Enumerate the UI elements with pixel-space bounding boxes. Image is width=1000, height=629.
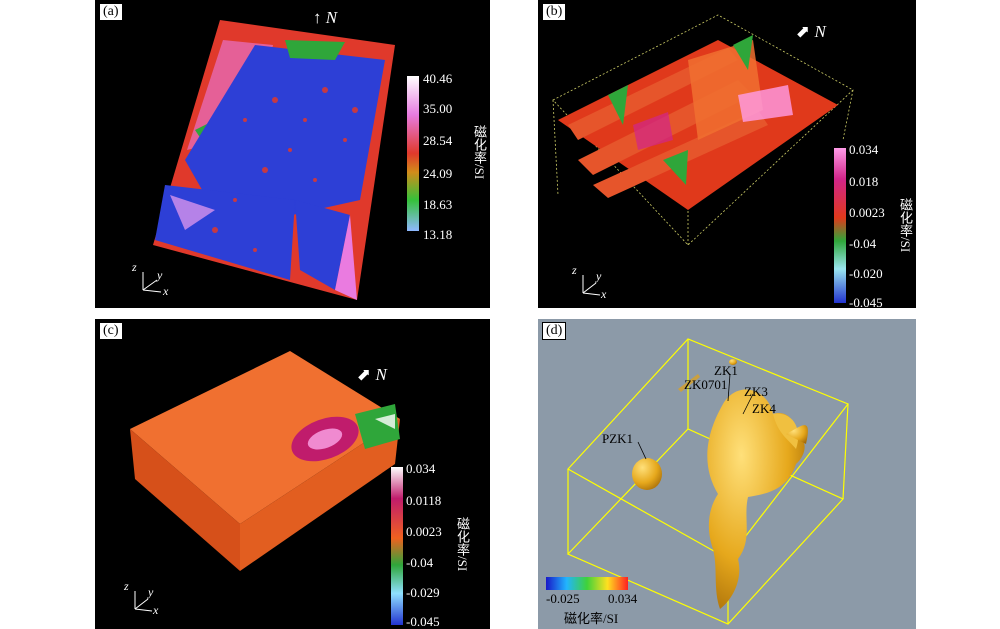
panel-d: (d) ZK1 ZK0701 ZK3 ZK4 PZK1 -0.025 0.034… (538, 319, 916, 629)
panel-c-image (130, 351, 403, 625)
colorbar-c-tick: -0.029 (406, 585, 440, 600)
panel-b-image (552, 14, 854, 303)
colorbar-a-tick: 13.18 (423, 227, 453, 242)
north-label-c: N (375, 365, 387, 384)
borehole-label: ZK0701 (684, 377, 728, 392)
panel-d-label: (d) (542, 322, 567, 340)
axis-z-c: z (124, 579, 129, 593)
north-arrow-a: ↑ N (313, 8, 338, 27)
borehole-label: ZK1 (714, 363, 738, 378)
colorbar-a-tick: 24.09 (423, 166, 453, 181)
colorbar-d-max: 0.034 (608, 591, 638, 606)
panel-c: (c) ⬈ N 0.034 0.0118 0.0023 -0.04 -0.029… (95, 319, 490, 629)
north-label-b: N (814, 22, 826, 41)
north-label-a: N (325, 8, 338, 27)
north-arrow-c: ⬈ N (357, 365, 387, 384)
colorbar-b-tick: 0.0023 (849, 205, 885, 220)
colorbar-b-tick: -0.020 (849, 266, 883, 281)
colorbar-c-unit: 磁化率/SI (455, 517, 470, 572)
colorbar-a-tick: 28.54 (423, 133, 453, 148)
axis-y-a: y (157, 268, 163, 282)
colorbar-c-tick: 0.0023 (406, 524, 442, 539)
axis-x-b: x (601, 287, 607, 301)
panel-c-label: (c) (99, 322, 123, 340)
colorbar-b-tick: -0.045 (849, 295, 883, 308)
axis-x-a: x (163, 284, 169, 298)
colorbar-b-tick: 0.034 (849, 142, 879, 157)
axis-y-c: y (148, 585, 154, 599)
panel-b: (b) ⬈ N 0.034 0.018 0.0023 -0.04 -0.020 … (538, 0, 916, 308)
colorbar-c-tick: -0.045 (406, 614, 440, 629)
colorbar-b-tick: 0.018 (849, 174, 879, 189)
colorbar-a-tick: 35.00 (423, 101, 453, 116)
axis-x-c: x (153, 603, 159, 617)
colorbar-b-tick: -0.04 (849, 236, 877, 251)
colorbar-c-tick: 0.0118 (406, 493, 442, 508)
colorbar-a-tick: 18.63 (423, 197, 453, 212)
axis-y-b: y (596, 269, 602, 283)
panel-a: (a) ↑ N 40.46 35.00 28.54 24.09 18.63 13… (95, 0, 490, 308)
colorbar-d-min: -0.025 (546, 591, 580, 606)
borehole-label: PZK1 (602, 431, 634, 446)
colorbar-a-unit: 磁化率/SI (472, 125, 487, 180)
panel-b-label: (b) (542, 3, 567, 21)
colorbar-b-unit: 磁化率/SI (898, 198, 913, 253)
panel-a-image (142, 20, 419, 300)
colorbar-d-unit: 磁化率/SI (564, 611, 619, 626)
axis-z-b: z (572, 263, 577, 277)
borehole-label: ZK3 (744, 384, 768, 399)
panel-a-label: (a) (99, 3, 123, 21)
colorbar-a-tick: 40.46 (423, 71, 453, 86)
panel-d-image (546, 338, 849, 625)
colorbar-c-tick: -0.04 (406, 555, 434, 570)
colorbar-c-tick: 0.034 (406, 461, 436, 476)
north-arrow-b: ⬈ N (796, 22, 826, 41)
borehole-label: ZK4 (752, 401, 776, 416)
axis-z-a: z (132, 260, 137, 274)
